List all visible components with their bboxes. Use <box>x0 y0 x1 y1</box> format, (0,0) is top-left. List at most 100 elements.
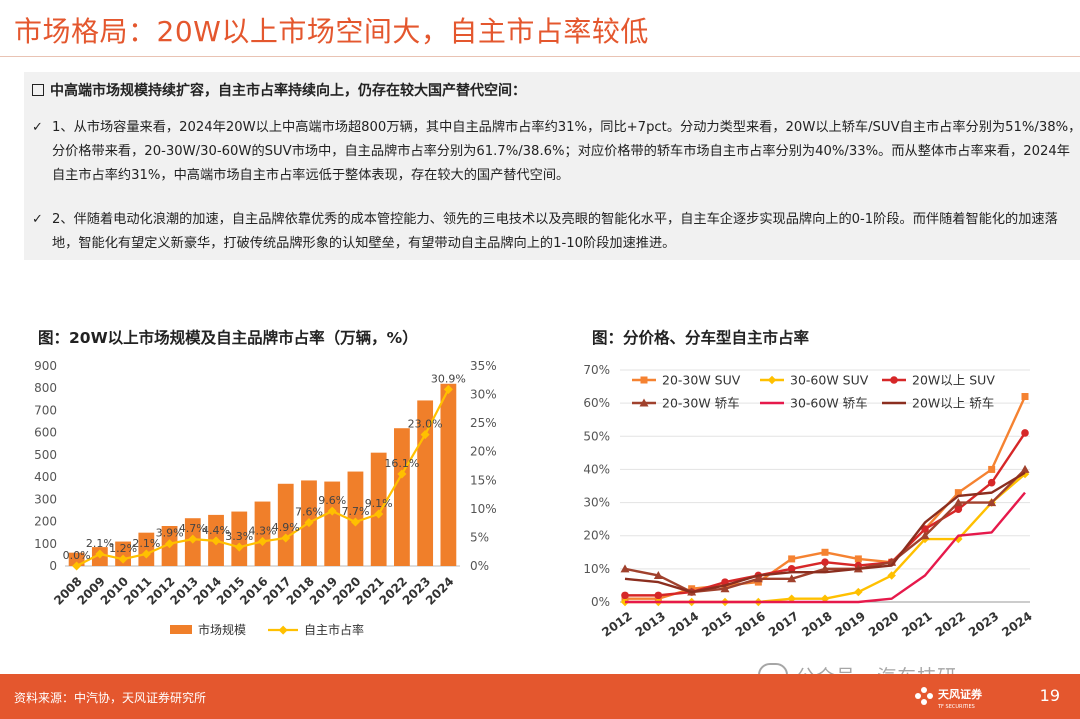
x-tick-label: 2016 <box>733 609 768 640</box>
legend-label: 20-30W SUV <box>662 373 741 388</box>
data-label: 4.9% <box>272 521 300 534</box>
bar <box>68 552 85 566</box>
summary-bullet-text: 1、从市场容量来看，2024年20W以上中高端市场超800万辆，其中自主品牌市占… <box>52 120 1080 183</box>
data-label: 23.0% <box>408 418 443 431</box>
series-line <box>625 473 1026 604</box>
summary-heading: 中高端市场规模持续扩容，自主市占率持续向上，仍存在较大国产替代空间： <box>32 80 526 100</box>
data-label: 3.3% <box>225 530 253 543</box>
y-right-tick-label: 10% <box>470 502 497 516</box>
legend-label: 20-30W 轿车 <box>662 396 740 411</box>
check-icon: ✓ <box>32 120 43 135</box>
bar <box>370 452 387 566</box>
left-chart-title: 图：20W以上市场规模及自主品牌市占率（万辆，%） <box>38 329 418 347</box>
summary-bullet-text: 2、伴随着电动化浪潮的加速，自主品牌依靠优秀的成本管控能力、领先的三电技术以及亮… <box>52 212 1058 251</box>
data-label: 4.7% <box>179 522 207 535</box>
source-note: 资料来源：中汽协，天风证券研究所 <box>14 691 207 705</box>
y-tick-label: 0% <box>591 595 610 609</box>
x-tick-label: 2017 <box>766 609 801 640</box>
y-right-tick-label: 5% <box>470 530 489 544</box>
series-point <box>620 564 630 573</box>
series-point <box>788 555 796 563</box>
y-tick-label: 10% <box>583 562 610 576</box>
x-tick-label: 2015 <box>699 609 734 640</box>
legend-marker <box>890 376 898 384</box>
y-tick-label: 60% <box>583 396 610 410</box>
page-number: 19 <box>1039 686 1060 705</box>
series-point <box>988 465 996 473</box>
share-by-segment-chart: 0%10%20%30%40%50%60%70%20122013201420152… <box>583 363 1034 640</box>
y-right-tick-label: 25% <box>470 416 497 430</box>
y-tick-label: 30% <box>583 496 610 510</box>
share-point <box>211 536 221 546</box>
x-tick-label: 2023 <box>966 609 1001 640</box>
checkbox-square-icon <box>32 84 44 96</box>
tf-securities-logo: 天风证券 TF SECURITIES <box>915 687 983 710</box>
data-label: 4.4% <box>202 524 230 537</box>
series-point <box>921 525 929 533</box>
x-tick-label: 2018 <box>799 609 834 640</box>
series-point <box>954 489 962 497</box>
bar <box>394 428 410 566</box>
summary-box: 中高端市场规模持续扩容，自主市占率持续向上，仍存在较大国产替代空间： ✓ 1、从… <box>24 72 1080 260</box>
bar <box>115 541 131 566</box>
bar <box>324 481 341 566</box>
y-tick-label: 40% <box>583 462 610 476</box>
data-label: 16.1% <box>384 457 419 470</box>
data-label: 7.6% <box>295 506 323 519</box>
y-left-tick-label: 300 <box>34 492 57 506</box>
y-right-tick-label: 20% <box>470 445 497 459</box>
data-label: 1.2% <box>109 542 137 555</box>
series-point <box>954 505 963 513</box>
share-point <box>188 534 198 544</box>
legend-bar-swatch <box>170 625 192 634</box>
legend-marker <box>767 375 777 385</box>
right-chart-title: 图：分价格、分车型自主市占率 <box>592 329 810 347</box>
data-label: 3.9% <box>156 527 184 540</box>
data-label: 9.6% <box>318 494 346 507</box>
logo-mark-icon <box>915 687 933 705</box>
y-right-tick-label: 15% <box>470 473 497 487</box>
series-point <box>654 591 663 600</box>
x-tick-label: 2021 <box>899 609 934 640</box>
series-point <box>854 587 863 597</box>
y-left-tick-label: 0 <box>49 559 57 573</box>
summary-heading-text: 中高端市场规模持续扩容，自主市占率持续向上，仍存在较大国产替代空间： <box>50 83 526 99</box>
y-left-tick-label: 800 <box>34 381 57 395</box>
legend-line-marker <box>278 625 288 635</box>
summary-bullet: ✓ 2、伴随着电动化浪潮的加速，自主品牌依靠优秀的成本管控能力、领先的三电技术以… <box>32 208 1080 256</box>
y-tick-label: 50% <box>583 429 610 443</box>
bar <box>231 511 248 566</box>
logo-subtext: TF SECURITIES <box>937 704 975 710</box>
data-label: 2.1% <box>132 537 160 550</box>
series-point <box>1021 429 1029 437</box>
bar <box>440 383 457 566</box>
legend-marker <box>639 398 649 407</box>
series-point <box>820 564 830 573</box>
data-label: 0.0% <box>63 549 91 562</box>
y-left-tick-label: 900 <box>34 359 57 373</box>
data-label: 4.3% <box>249 524 277 537</box>
series-point <box>953 498 963 507</box>
bar <box>138 532 155 566</box>
x-tick-label: 2024 <box>999 609 1034 640</box>
series-point <box>621 591 629 600</box>
y-left-tick-label: 500 <box>34 448 57 462</box>
series-line <box>625 491 1026 604</box>
legend-label: 20W以上 轿车 <box>912 396 994 411</box>
legend-label: 20W以上 SUV <box>912 373 995 388</box>
share-point <box>234 542 244 552</box>
y-left-tick-label: 200 <box>34 515 57 529</box>
series-point <box>821 558 829 567</box>
logo-text: 天风证券 <box>938 687 983 701</box>
check-icon: ✓ <box>32 212 43 227</box>
series-point <box>854 555 862 563</box>
bar <box>254 501 271 566</box>
footer-bar: 资料来源：中汽协，天风证券研究所 19 <box>0 674 1080 719</box>
series-point <box>720 584 730 593</box>
legend-marker <box>640 376 648 384</box>
y-left-tick-label: 700 <box>34 403 57 417</box>
x-tick-label: 2020 <box>866 609 901 640</box>
y-left-tick-label: 400 <box>34 470 57 484</box>
series-point <box>887 571 896 580</box>
series-point <box>1021 393 1029 401</box>
